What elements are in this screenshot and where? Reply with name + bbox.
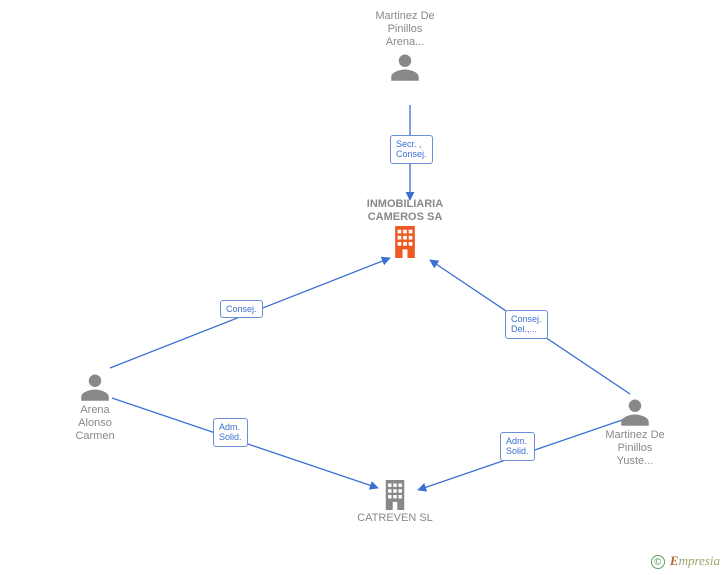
watermark-text: mpresia — [679, 553, 720, 568]
node-person-right[interactable]: Martinez De Pinillos Yuste... — [575, 395, 695, 469]
node-label: CATREVEN SL — [335, 512, 455, 525]
building-icon — [335, 480, 455, 510]
node-label: Martinez De Pinillos Yuste... — [575, 429, 695, 469]
diagram-canvas: Martinez De Pinillos Arena... INMOBILIAR… — [0, 0, 728, 575]
edge-label: Adm. Solid. — [213, 418, 248, 447]
building-icon — [345, 226, 465, 258]
person-icon — [35, 372, 155, 402]
watermark-e: E — [670, 553, 679, 568]
node-person-top[interactable]: Martinez De Pinillos Arena... — [345, 10, 465, 84]
edge-label: Secr. , Consej. — [390, 135, 433, 164]
watermark: © Empresia — [651, 553, 720, 569]
node-company-center[interactable]: INMOBILIARIA CAMEROS SA — [345, 198, 465, 260]
copyright-icon: © — [651, 555, 665, 569]
edge-label: Consej. — [220, 300, 263, 318]
person-icon — [575, 397, 695, 427]
node-person-left[interactable]: Arena Alonso Carmen — [35, 370, 155, 444]
node-company-bottom[interactable]: CATREVEN SL — [335, 478, 455, 525]
edge-label: Adm. Solid. — [500, 432, 535, 461]
node-label: Martinez De Pinillos Arena... — [345, 10, 465, 50]
person-icon — [345, 52, 465, 82]
edge-label: Consej. Del.,... — [505, 310, 548, 339]
node-label: INMOBILIARIA CAMEROS SA — [345, 198, 465, 224]
node-label: Arena Alonso Carmen — [35, 404, 155, 444]
